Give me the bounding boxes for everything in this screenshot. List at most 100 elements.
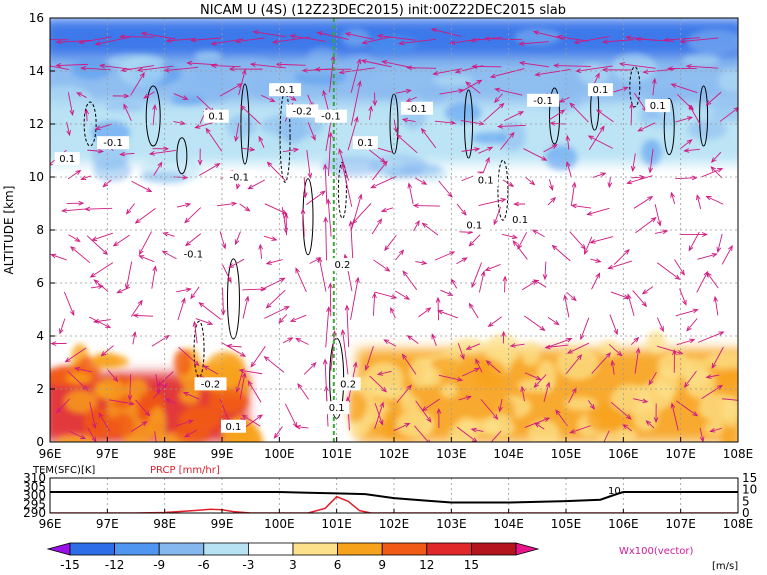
wind-vector-head <box>465 81 471 87</box>
wind-vector <box>591 273 600 290</box>
wind-vector <box>566 291 577 301</box>
wind-vector <box>121 65 155 72</box>
wind-vector <box>717 233 723 252</box>
surface-x-tick-label: 102E <box>379 517 410 531</box>
wind-vector <box>187 62 218 66</box>
colorbar-tick-label: 15 <box>464 558 479 572</box>
wind-vector-head <box>249 146 256 152</box>
wind-vector-head <box>641 289 648 295</box>
contour-label: -0.1 <box>407 104 427 115</box>
wind-vector-head <box>64 357 71 363</box>
wind-vector <box>495 88 523 96</box>
wind-vector-head <box>50 253 57 259</box>
wind-vector-head <box>138 249 144 256</box>
wind-vector <box>149 149 176 155</box>
wind-patch <box>241 130 285 153</box>
wind-vector <box>266 289 286 309</box>
wind-vector-head <box>93 318 100 324</box>
contour-label: 0.1 <box>329 403 345 414</box>
wind-vector <box>648 372 657 385</box>
wind-vector <box>576 65 613 72</box>
wind-vector <box>555 409 568 427</box>
contour-label: 0.1 <box>59 154 75 165</box>
wind-vector <box>282 148 299 153</box>
wind-vector <box>239 369 263 375</box>
wind-vector-head <box>194 124 201 129</box>
wind-vector-head <box>642 398 649 404</box>
wind-vector-head <box>534 422 541 428</box>
wind-vector <box>242 414 261 427</box>
wind-vector <box>153 162 163 176</box>
wind-vector <box>325 217 327 261</box>
wind-vector <box>253 31 286 38</box>
surface-x-tick-label: 106E <box>608 517 639 531</box>
wind-vector-head <box>651 77 657 84</box>
contour-line <box>549 87 561 145</box>
wind-vector <box>534 422 545 430</box>
wind-vector-head <box>666 66 673 71</box>
wind-vector-head <box>82 385 89 391</box>
wind-vector-head <box>323 216 329 223</box>
wind-vector <box>85 109 88 122</box>
wind-patch <box>50 85 93 113</box>
contour-label-bg <box>324 401 350 415</box>
wind-vector <box>338 149 349 181</box>
wind-vector-head <box>50 341 57 346</box>
wind-vector-head <box>181 297 186 304</box>
wind-vector <box>193 321 198 344</box>
wind-vector <box>130 300 143 317</box>
wind-vector <box>203 365 219 375</box>
wind-vector-head <box>353 116 359 123</box>
wind-vector <box>590 258 601 263</box>
surface-x-tick-label: 108E <box>723 517 754 531</box>
colorbar-swatch <box>426 542 472 556</box>
wind-vector-head <box>301 68 308 73</box>
wind-vector <box>377 35 416 41</box>
wind-vector-head <box>478 121 485 126</box>
wind-vector-head <box>551 244 558 251</box>
wind-vector-head <box>633 336 640 343</box>
wind-vector <box>475 359 483 373</box>
wind-vector <box>89 316 111 328</box>
wind-patch <box>514 28 562 46</box>
wind-vector-head <box>295 267 300 274</box>
wind-vector-head <box>627 293 632 300</box>
wind-vector <box>184 429 197 438</box>
wind-vector <box>587 207 610 215</box>
contour-label: -0.1 <box>533 96 553 107</box>
wind-vector <box>306 190 326 205</box>
contour-label-bg <box>97 136 130 150</box>
wind-vector-head <box>186 60 193 66</box>
wind-patch <box>221 57 271 69</box>
wind-patch <box>657 102 716 121</box>
contour-label-bg <box>335 377 361 391</box>
wind-vector-head <box>679 269 685 276</box>
wind-vector-head <box>322 163 328 170</box>
wind-vector-head <box>240 351 247 357</box>
wind-vector-head <box>140 31 147 37</box>
wind-vector <box>636 38 675 42</box>
wind-vector <box>493 206 501 225</box>
wind-vector <box>437 297 440 321</box>
wind-vector-head <box>356 58 362 65</box>
wind-vector-head <box>55 39 62 45</box>
wind-vector <box>499 398 503 412</box>
wind-vector <box>521 280 537 291</box>
wind-vector-head <box>351 218 358 225</box>
wind-vector-head <box>328 131 333 138</box>
wind-vector-head <box>404 423 411 428</box>
surface-y-left-label: 290 <box>23 506 46 520</box>
wind-vector <box>486 360 501 374</box>
wind-vector <box>414 425 429 442</box>
wind-vector <box>296 338 309 345</box>
wind-vector-head <box>474 147 481 152</box>
y-tick-label: 8 <box>36 223 44 237</box>
wind-vector-head <box>425 307 432 313</box>
wind-vector-head <box>380 207 387 213</box>
wind-vector-head <box>221 243 227 250</box>
wind-patch <box>290 177 349 442</box>
wind-vector <box>62 208 87 212</box>
wind-vector <box>550 122 566 125</box>
y-tick-label: 2 <box>36 382 44 396</box>
wind-patch <box>109 413 135 438</box>
